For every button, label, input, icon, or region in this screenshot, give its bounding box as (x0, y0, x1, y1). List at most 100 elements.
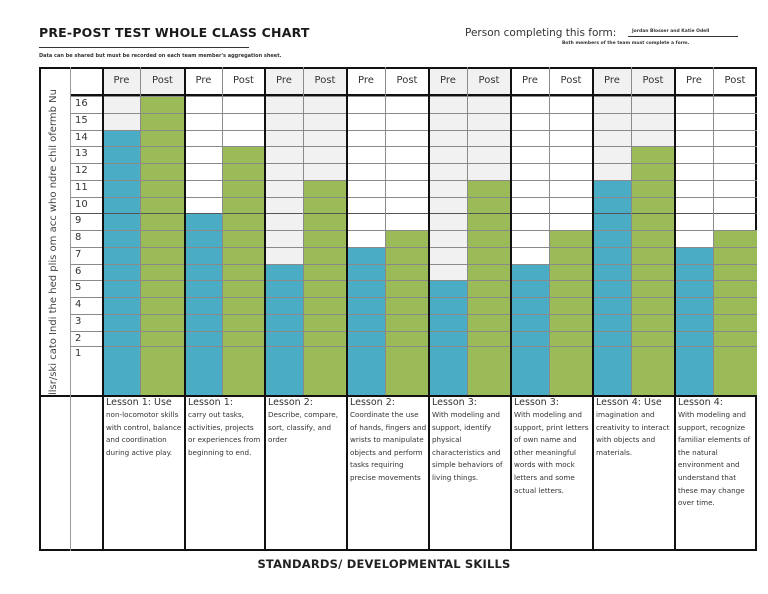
row-gridline (70, 146, 757, 147)
row-number: 6 (75, 265, 82, 277)
column-header-pre: Pre (358, 75, 374, 86)
bar-post (222, 146, 265, 395)
lesson-body: With modeling and support, print letters… (514, 410, 589, 495)
row-gridline (70, 113, 757, 114)
pre-post-divider (385, 67, 386, 395)
row-number: 9 (75, 215, 82, 227)
lesson-title: Lesson 4: (678, 397, 723, 408)
row-number: 13 (75, 148, 88, 160)
plot-bottom-divider (39, 395, 757, 397)
group-shade (103, 69, 185, 94)
data-sharing-note: Data can be shared but must be recorded … (39, 53, 282, 59)
row-gridline (70, 247, 757, 248)
row-number: 7 (75, 248, 82, 260)
lesson-body: Describe, compare, sort, classify, and o… (268, 410, 338, 445)
lesson-description: Lesson 4: With modeling and support, reco… (675, 397, 757, 510)
lesson-body: Coordinate the use of hands, fingers and… (350, 410, 427, 482)
lesson-description: Lesson 4: Use imagination and creativity … (593, 397, 675, 459)
lesson-title: Lesson 3: (432, 397, 477, 408)
pre-post-divider (303, 67, 304, 395)
column-header-post: Post (152, 75, 173, 86)
row-number: 8 (75, 232, 82, 243)
group-divider (674, 67, 676, 551)
bar-pre (265, 263, 303, 395)
bar-post (140, 96, 185, 395)
column-header-post: Post (724, 75, 746, 86)
page-title: PRE-POST TEST WHOLE CLASS CHART (39, 25, 310, 40)
bar-post (713, 230, 757, 395)
group-divider (428, 67, 430, 551)
lesson-body: carry out tasks, activities, projects or… (188, 410, 261, 457)
team-members-note: Both members of the team must complete a… (562, 41, 690, 46)
bar-pre (511, 263, 549, 395)
bar-post (467, 179, 511, 395)
x-axis-title: STANDARDS/ DEVELOPMENTAL SKILLS (257, 557, 511, 571)
row-number: 14 (75, 131, 88, 143)
row-gridline (70, 180, 757, 181)
lesson-body: With modeling and support, recognize fam… (678, 410, 751, 508)
lesson-body: With modeling and support, identify phys… (432, 410, 503, 482)
column-header-post: Post (314, 75, 336, 86)
column-header-pre: Pre (113, 75, 130, 86)
person-completing-label: Person completing this form: (465, 27, 617, 39)
row-number: 15 (75, 114, 88, 126)
group-shade (265, 69, 347, 94)
bar-pre (675, 246, 713, 395)
lesson-description: Lesson 1: Use non-locomotor skills with c… (103, 397, 185, 459)
group-divider (102, 67, 104, 551)
row-gridline (70, 96, 757, 97)
person-completing-value[interactable]: Jordan Blosser and Katie Odell (632, 29, 710, 34)
column-header-post: Post (396, 75, 418, 86)
bar-pre (429, 280, 467, 395)
bar-pre (103, 129, 140, 395)
bar-pre (347, 246, 385, 395)
person-completing-underline (628, 36, 738, 37)
row-gridline (70, 163, 757, 164)
bar-pre (593, 179, 631, 395)
pre-post-divider (140, 67, 141, 395)
group-divider (184, 67, 186, 551)
row-gridline (70, 264, 757, 265)
group-shade (429, 69, 511, 94)
lesson-title: Lesson 2: (350, 397, 395, 408)
lesson-title: Lesson 1: (188, 397, 233, 408)
lesson-description: Lesson 1: carry out tasks, activities, pr… (185, 397, 265, 459)
group-divider (592, 67, 594, 551)
column-header-pre: Pre (604, 75, 620, 86)
pre-post-divider (549, 67, 550, 395)
label-col-divider (70, 67, 71, 551)
lesson-title: Lesson 2: (268, 397, 313, 408)
row-gridline (70, 297, 757, 298)
row-number: 1 (75, 348, 82, 359)
column-header-post: Post (478, 75, 500, 86)
column-header-pre: Pre (195, 75, 212, 86)
bar-post (303, 179, 347, 395)
row-number: 4 (75, 299, 82, 310)
bar-pre (185, 213, 222, 395)
row-gridline (70, 280, 757, 281)
lesson-description: Lesson 3: With modeling and support, prin… (511, 397, 593, 497)
row-gridline (70, 230, 757, 231)
column-header-pre: Pre (522, 75, 538, 86)
pre-post-divider (467, 67, 468, 395)
lesson-description: Lesson 3: With modeling and support, iden… (429, 397, 511, 485)
title-underline (39, 47, 249, 48)
group-shade (593, 69, 675, 94)
column-header-post: Post (560, 75, 582, 86)
header-divider (70, 94, 757, 96)
bar-post (549, 230, 593, 395)
lesson-description: Lesson 2: Coordinate the use of hands, fi… (347, 397, 429, 485)
column-header-pre: Pre (276, 75, 292, 86)
row-gridline (70, 346, 757, 347)
row-number: 11 (75, 181, 88, 193)
row-gridline (70, 130, 757, 131)
lesson-title: Lesson 3: (514, 397, 559, 408)
bar-post (631, 146, 675, 395)
lesson-body: imagination and creativity to interact w… (596, 410, 670, 457)
column-header-pre: Pre (440, 75, 456, 86)
row-gridline (70, 314, 757, 315)
bar-post (385, 230, 429, 395)
group-divider (346, 67, 348, 551)
lesson-description: Lesson 2: Describe, compare, sort, classi… (265, 397, 347, 447)
column-header-post: Post (642, 75, 664, 86)
